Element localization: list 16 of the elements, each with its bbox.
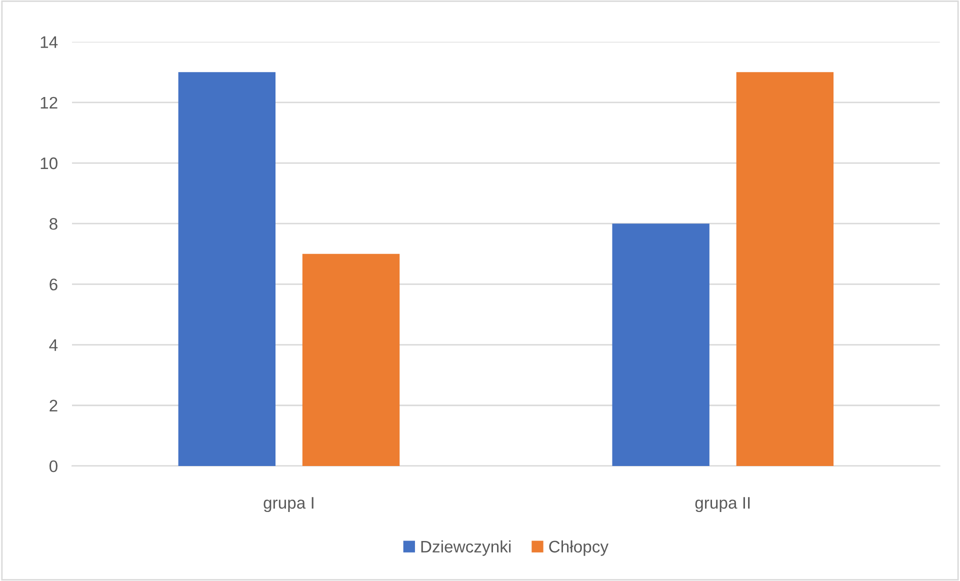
legend-label: Chłopcy bbox=[549, 540, 609, 556]
y-tick-label: 4 bbox=[49, 339, 58, 351]
x-tick-label: grupa I bbox=[264, 497, 314, 512]
y-tick-label: 8 bbox=[50, 218, 58, 230]
y-tick-label: 12 bbox=[40, 96, 58, 108]
x-tick-label: grupa II bbox=[695, 497, 750, 512]
y-tick-label: 6 bbox=[50, 278, 58, 290]
bar bbox=[736, 72, 834, 466]
y-tick-label: 10 bbox=[40, 157, 58, 170]
y-tick-label: 2 bbox=[50, 400, 58, 412]
y-tick-label: 0 bbox=[49, 460, 58, 472]
bar bbox=[302, 254, 400, 466]
legend-label: Dziewczynki bbox=[421, 540, 511, 556]
bar bbox=[178, 72, 276, 466]
y-tick-label: 14 bbox=[40, 36, 58, 48]
bar bbox=[612, 224, 710, 466]
